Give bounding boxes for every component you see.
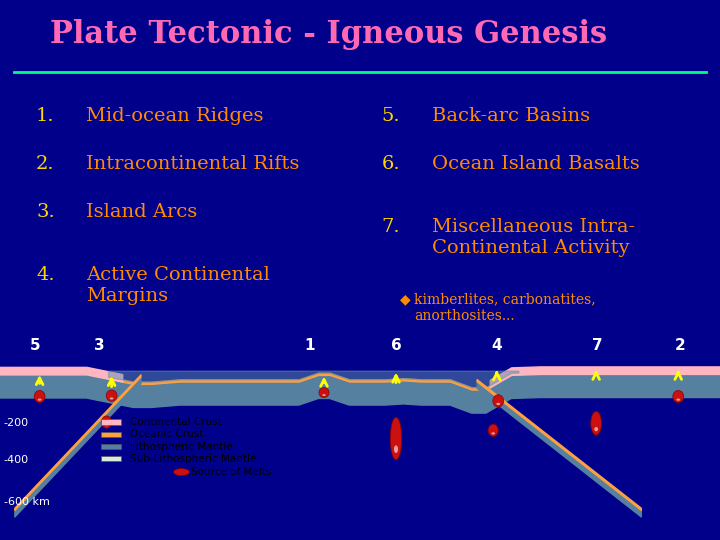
Text: 4.: 4. bbox=[36, 266, 55, 284]
Ellipse shape bbox=[493, 395, 504, 407]
Text: -400: -400 bbox=[4, 455, 29, 465]
Ellipse shape bbox=[37, 399, 42, 401]
Text: 2.: 2. bbox=[36, 155, 55, 173]
Ellipse shape bbox=[390, 417, 402, 460]
Ellipse shape bbox=[394, 446, 398, 453]
Text: Intracontinental Rifts: Intracontinental Rifts bbox=[86, 155, 300, 173]
Text: 6.: 6. bbox=[382, 155, 400, 173]
Text: Active Continental
Margins: Active Continental Margins bbox=[86, 266, 270, 305]
Text: Oceanic Crust: Oceanic Crust bbox=[130, 429, 203, 440]
Ellipse shape bbox=[594, 427, 598, 431]
Bar bbox=[101, 444, 121, 449]
Text: Source of Melts: Source of Melts bbox=[191, 467, 271, 477]
Ellipse shape bbox=[590, 411, 601, 435]
Ellipse shape bbox=[488, 424, 498, 436]
Text: -600 km: -600 km bbox=[4, 497, 50, 507]
Text: kimberlites, carbonatites,
anorthosites...: kimberlites, carbonatites, anorthosites.… bbox=[414, 293, 595, 323]
Text: -200: -200 bbox=[4, 418, 29, 428]
Ellipse shape bbox=[676, 399, 680, 401]
Ellipse shape bbox=[105, 424, 108, 426]
Text: Plate Tectonic - Igneous Genesis: Plate Tectonic - Igneous Genesis bbox=[50, 18, 608, 50]
Text: 6: 6 bbox=[391, 338, 401, 353]
Text: Continental Crust: Continental Crust bbox=[130, 417, 222, 427]
Ellipse shape bbox=[319, 388, 329, 397]
Ellipse shape bbox=[174, 469, 189, 476]
Text: 3: 3 bbox=[94, 338, 104, 353]
Text: 7.: 7. bbox=[382, 219, 400, 237]
Text: 3.: 3. bbox=[36, 202, 55, 221]
Text: 5: 5 bbox=[30, 338, 40, 353]
Text: Mid-ocean Ridges: Mid-ocean Ridges bbox=[86, 107, 264, 125]
Text: 1.: 1. bbox=[36, 107, 55, 125]
Ellipse shape bbox=[35, 390, 45, 403]
Text: Sub-Lithospheric Mantle: Sub-Lithospheric Mantle bbox=[130, 454, 256, 464]
Text: Lithospheric Mantle: Lithospheric Mantle bbox=[130, 442, 233, 451]
Ellipse shape bbox=[109, 397, 114, 400]
Text: Island Arcs: Island Arcs bbox=[86, 202, 198, 221]
Bar bbox=[101, 432, 121, 437]
Text: 5.: 5. bbox=[382, 107, 400, 125]
Ellipse shape bbox=[323, 394, 325, 396]
Ellipse shape bbox=[107, 390, 117, 401]
Text: 2: 2 bbox=[675, 338, 685, 353]
Text: 7: 7 bbox=[593, 338, 603, 353]
Text: 4: 4 bbox=[492, 338, 502, 353]
Ellipse shape bbox=[102, 416, 112, 428]
Text: Back-arc Basins: Back-arc Basins bbox=[432, 107, 590, 125]
Bar bbox=[101, 456, 121, 462]
Text: Ocean Island Basalts: Ocean Island Basalts bbox=[432, 155, 640, 173]
Ellipse shape bbox=[492, 433, 495, 435]
Text: Miscellaneous Intra-
Continental Activity: Miscellaneous Intra- Continental Activit… bbox=[432, 219, 635, 257]
Ellipse shape bbox=[673, 390, 684, 403]
Text: 1: 1 bbox=[305, 338, 315, 353]
Text: ◆: ◆ bbox=[400, 293, 410, 307]
Bar bbox=[101, 420, 121, 424]
Ellipse shape bbox=[496, 403, 500, 405]
